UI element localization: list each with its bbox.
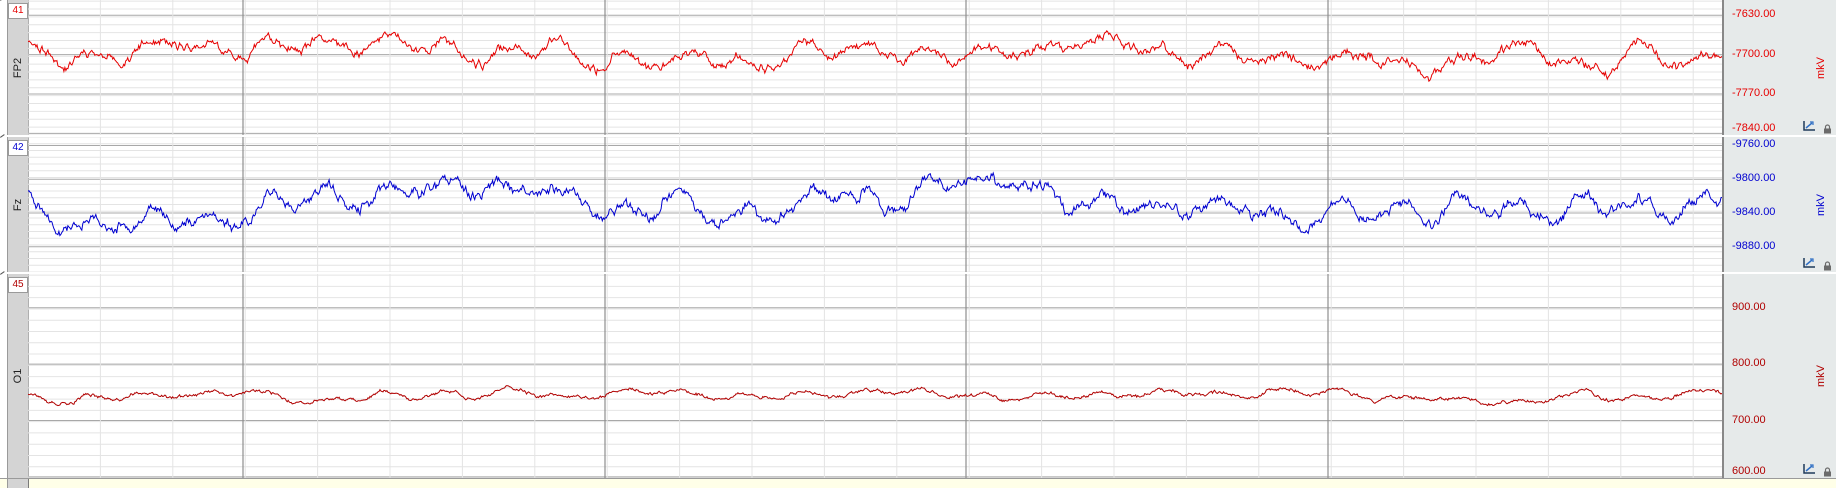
- collapse-corner-icon[interactable]: [0, 0, 7, 5]
- channel-panel: Fz 42 -9760.00 -9800.00 -9840.00 -9880.00 mkV: [0, 134, 1836, 272]
- collapse-corner-icon[interactable]: [0, 271, 7, 279]
- axis-scale-icon[interactable]: [1802, 462, 1816, 474]
- next-channel-strip: [0, 478, 1836, 488]
- lock-icon[interactable]: [1823, 464, 1832, 477]
- y-tick-label: 900.00: [1732, 300, 1766, 313]
- signal-plot[interactable]: [28, 137, 1722, 272]
- y-tick-label: -7700.00: [1732, 47, 1776, 60]
- unit-label: mkV: [1815, 56, 1827, 79]
- axis-scale-icon[interactable]: [1802, 256, 1816, 268]
- y-tick-label: -9880.00: [1732, 239, 1776, 252]
- signal-chart-svg: [28, 137, 1722, 272]
- channel-name: Fz: [12, 198, 24, 211]
- signal-plot[interactable]: [28, 274, 1722, 478]
- y-axis-panel[interactable]: -9760.00 -9800.00 -9840.00 -9880.00 mkV: [1722, 137, 1836, 272]
- unit-label: mkV: [1815, 365, 1827, 387]
- next-channel-label-strip: [7, 479, 29, 488]
- y-tick-label: -9800.00: [1732, 172, 1776, 185]
- channel-panel: O1 45 900.00 800.00 700.00 600.00 mkV: [0, 271, 1836, 478]
- channel-name: FP2: [12, 57, 24, 78]
- unit-label: mkV: [1815, 193, 1827, 216]
- collapse-corner-icon[interactable]: [0, 134, 7, 142]
- channel-number-badge: 42: [8, 140, 28, 156]
- y-tick-label: -7770.00: [1732, 86, 1776, 99]
- signal-chart-svg: [28, 0, 1722, 135]
- y-tick-label: -9760.00: [1732, 138, 1776, 151]
- y-tick-label: -9840.00: [1732, 205, 1776, 218]
- channel-number-badge: 41: [8, 3, 28, 19]
- channel-panel: FP2 41 -7630.00 -7700.00 -7770.00 -7840.00 mkV: [0, 0, 1836, 135]
- channel-label-strip[interactable]: O1: [7, 274, 29, 478]
- y-axis-panel[interactable]: 900.00 800.00 700.00 600.00 mkV: [1722, 274, 1836, 478]
- y-tick-label: -7630.00: [1732, 8, 1776, 21]
- channel-label-strip[interactable]: Fz: [7, 137, 29, 272]
- y-tick-label: 700.00: [1732, 413, 1766, 426]
- y-tick-label: -7840.00: [1732, 122, 1776, 134]
- signal-trace: [28, 385, 1722, 407]
- y-tick-label: 800.00: [1732, 357, 1766, 370]
- axis-scale-icon[interactable]: [1802, 119, 1816, 131]
- signal-chart-svg: [28, 274, 1722, 478]
- channel-label-strip[interactable]: FP2: [7, 0, 29, 135]
- signal-trace: [28, 29, 1722, 83]
- y-axis-panel[interactable]: -7630.00 -7700.00 -7770.00 -7840.00 mkV: [1722, 0, 1836, 135]
- signal-plot[interactable]: [28, 0, 1722, 135]
- y-tick-label: 600.00: [1732, 465, 1766, 477]
- lock-icon[interactable]: [1823, 121, 1832, 134]
- lock-icon[interactable]: [1823, 258, 1832, 271]
- channel-number-badge: 45: [8, 277, 28, 293]
- signal-trace: [28, 171, 1722, 237]
- channel-name: O1: [12, 368, 24, 384]
